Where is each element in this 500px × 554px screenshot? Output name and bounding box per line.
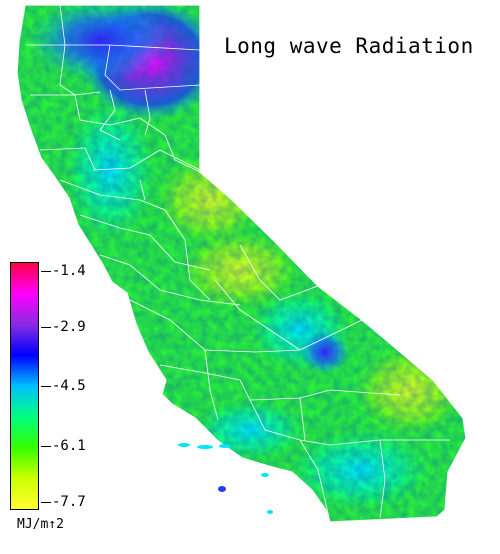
colorbar-tick-label: -7.7	[52, 494, 86, 510]
colorbar	[10, 262, 39, 510]
colorbar-tick-label: -6.1	[52, 438, 86, 454]
colorbar-tick	[41, 327, 51, 328]
colorbar-tick	[41, 386, 51, 387]
colorbar-tick	[41, 271, 51, 272]
colorbar-tick	[41, 502, 51, 503]
map-title: Long wave Radiation	[224, 34, 474, 58]
colorbar-tick	[41, 446, 51, 447]
colorbar-tick-label: -1.4	[52, 263, 86, 279]
colorbar-tick-label: -2.9	[52, 319, 86, 335]
county-boundaries	[26, 4, 450, 523]
channel-islands	[178, 443, 273, 514]
colorbar-units: MJ/m↑2	[17, 517, 64, 532]
colorbar-tick-label: -4.5	[52, 378, 86, 394]
